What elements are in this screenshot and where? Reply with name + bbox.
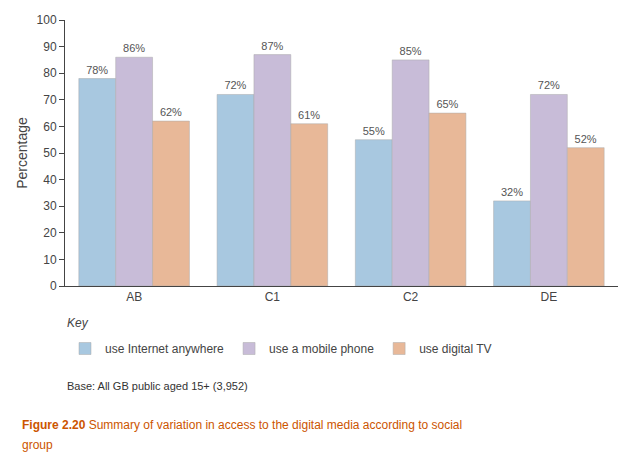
svg-text:90: 90 — [43, 40, 57, 54]
svg-text:10: 10 — [43, 253, 57, 267]
svg-text:20: 20 — [43, 226, 57, 240]
svg-text:use a mobile phone: use a mobile phone — [269, 342, 374, 356]
svg-text:Percentage: Percentage — [14, 117, 30, 189]
svg-text:AB: AB — [126, 290, 142, 304]
svg-text:use Internet anywhere: use Internet anywhere — [105, 342, 224, 356]
svg-text:72%: 72% — [224, 79, 246, 91]
svg-text:0: 0 — [50, 279, 57, 293]
svg-text:30: 30 — [43, 199, 57, 213]
svg-text:70: 70 — [43, 93, 57, 107]
svg-text:40: 40 — [43, 173, 57, 187]
svg-text:72%: 72% — [538, 79, 560, 91]
svg-text:Base: All GB public aged 15+ (: Base: All GB public aged 15+ (3,952) — [67, 380, 248, 392]
svg-text:DE: DE — [541, 290, 558, 304]
svg-text:78%: 78% — [86, 64, 108, 76]
svg-text:50: 50 — [43, 146, 57, 160]
svg-text:86%: 86% — [123, 42, 145, 54]
svg-text:61%: 61% — [298, 109, 320, 121]
svg-text:62%: 62% — [160, 106, 182, 118]
svg-text:87%: 87% — [261, 40, 283, 52]
svg-text:Key: Key — [67, 316, 89, 330]
svg-text:C1: C1 — [265, 290, 281, 304]
svg-text:60: 60 — [43, 120, 57, 134]
svg-text:C2: C2 — [403, 290, 419, 304]
svg-text:85%: 85% — [400, 45, 422, 57]
svg-text:52%: 52% — [575, 133, 597, 145]
svg-text:55%: 55% — [363, 125, 385, 137]
svg-text:65%: 65% — [436, 98, 458, 110]
svg-text:100: 100 — [37, 13, 57, 27]
svg-text:use digital TV: use digital TV — [419, 342, 492, 356]
svg-text:group: group — [22, 438, 53, 452]
svg-text:Figure 2.20 Summary of variati: Figure 2.20 Summary of variation in acce… — [22, 418, 462, 432]
svg-text:80: 80 — [43, 66, 57, 80]
svg-text:32%: 32% — [501, 186, 523, 198]
